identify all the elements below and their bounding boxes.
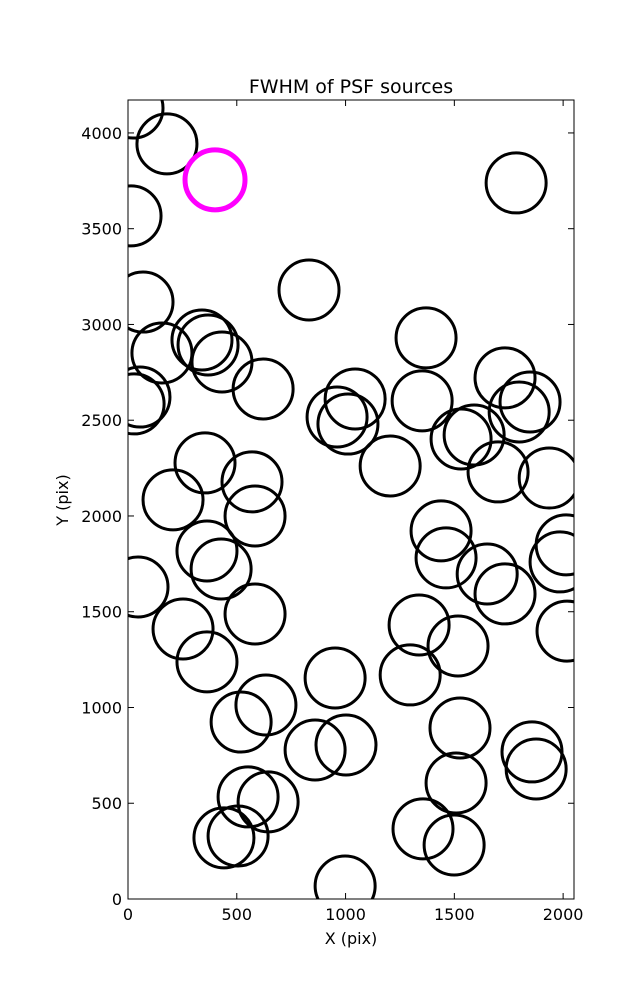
- point: [175, 519, 239, 583]
- point: [236, 770, 300, 834]
- point: [176, 313, 240, 377]
- point: [135, 112, 199, 176]
- point: [323, 367, 387, 431]
- point: [128, 184, 163, 248]
- y-axis-label: Y (pix): [53, 474, 72, 526]
- y-tick-label: 1000: [81, 698, 122, 717]
- point: [426, 614, 490, 678]
- y-tick-label: 1500: [81, 603, 122, 622]
- point: [414, 526, 478, 590]
- point: [498, 370, 562, 434]
- point: [442, 403, 506, 467]
- point: [216, 765, 280, 829]
- point: [223, 582, 287, 646]
- point: [378, 643, 442, 707]
- x-tick-label: 1500: [434, 905, 475, 924]
- point: [484, 151, 548, 215]
- point: [277, 258, 341, 322]
- x-tick-label: 0: [123, 905, 133, 924]
- point: [220, 450, 284, 514]
- point: [428, 696, 492, 760]
- point: [305, 385, 369, 449]
- x-tick-label: 2000: [543, 905, 584, 924]
- point: [141, 468, 205, 532]
- point: [487, 380, 551, 444]
- y-tick-label: 2000: [81, 507, 122, 526]
- x-tick-label: 1000: [325, 905, 366, 924]
- y-tick-label: 500: [91, 794, 122, 813]
- point: [534, 513, 574, 577]
- point: [206, 804, 270, 868]
- point: [175, 630, 239, 694]
- point: [394, 306, 458, 370]
- point: [466, 440, 530, 504]
- point: [391, 797, 455, 861]
- point: [358, 434, 422, 498]
- point: [189, 537, 253, 601]
- y-tick-label: 3500: [81, 220, 122, 239]
- point: [231, 357, 295, 421]
- y-tick-label: 3000: [81, 315, 122, 334]
- point: [424, 751, 488, 815]
- point: [429, 407, 493, 471]
- point: [234, 673, 298, 737]
- point: [223, 484, 287, 548]
- point: [535, 599, 574, 663]
- point: [173, 431, 237, 495]
- point: [128, 555, 170, 619]
- y-tick-label: 2500: [81, 411, 122, 430]
- point: [517, 446, 574, 510]
- point: [313, 854, 377, 899]
- y-tick-label: 0: [112, 890, 122, 909]
- point: [473, 346, 537, 410]
- point: [303, 646, 367, 710]
- point: [151, 597, 215, 661]
- point: [128, 365, 172, 429]
- point: [455, 542, 519, 606]
- point: [409, 499, 473, 563]
- point: [283, 718, 347, 782]
- point: [473, 562, 537, 626]
- x-tick-label: 500: [222, 905, 253, 924]
- point: [387, 593, 451, 657]
- point: [128, 372, 166, 436]
- point: [170, 308, 234, 372]
- point: [314, 713, 378, 777]
- point: [390, 369, 454, 433]
- chart-title: FWHM of PSF sources: [249, 76, 453, 98]
- y-tick-label: 4000: [81, 124, 122, 143]
- point: [422, 813, 486, 877]
- point: [504, 737, 568, 801]
- x-axis-label: X (pix): [325, 929, 378, 948]
- point: [182, 147, 248, 213]
- plot-area: [128, 100, 574, 899]
- point: [528, 530, 574, 594]
- point: [128, 270, 175, 334]
- point: [128, 100, 165, 140]
- point: [209, 690, 273, 754]
- plot-frame: [127, 99, 575, 900]
- point: [316, 392, 380, 456]
